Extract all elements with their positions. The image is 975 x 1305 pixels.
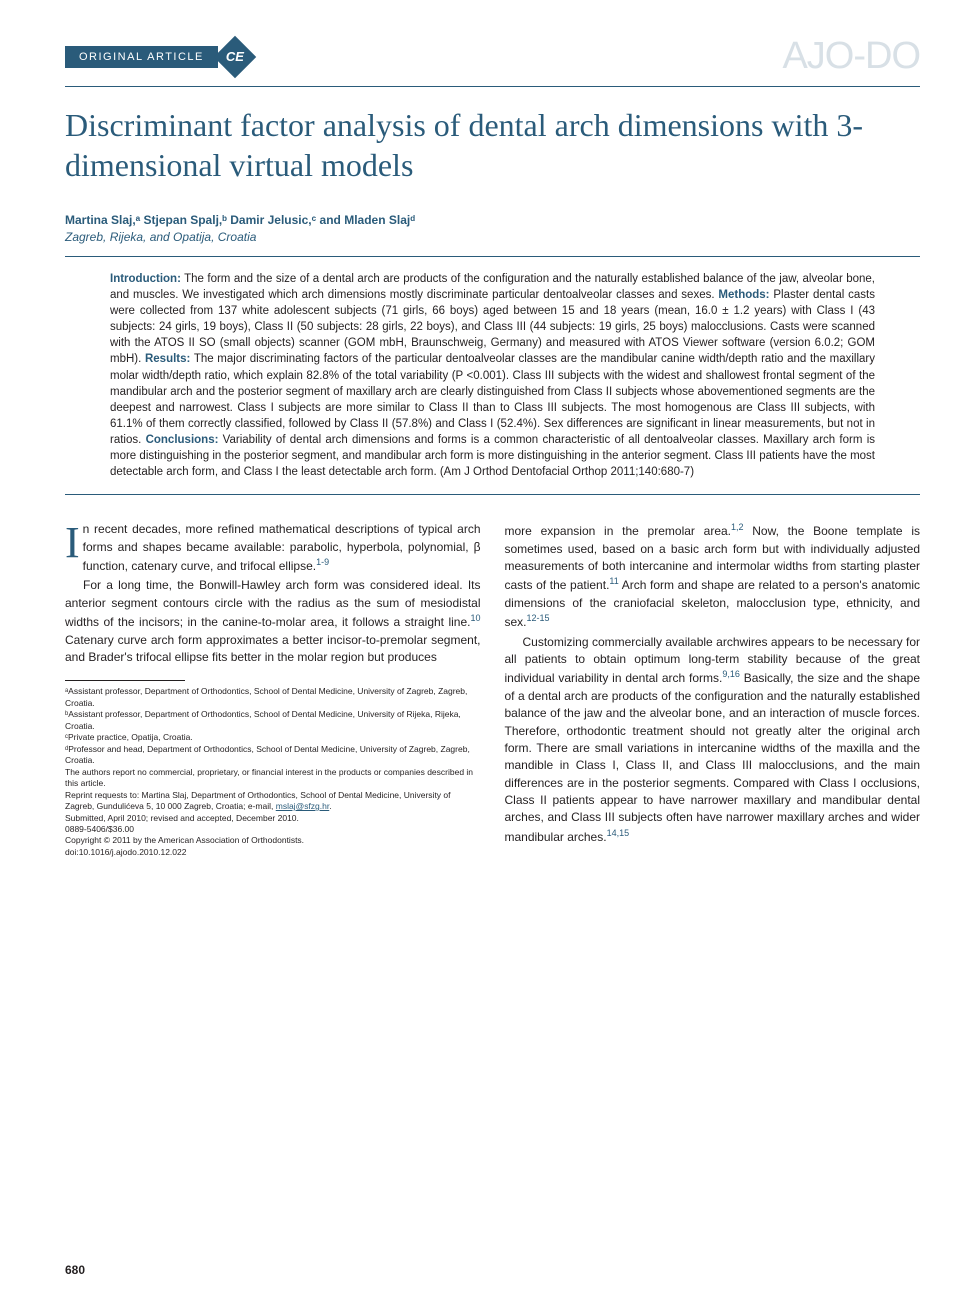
body-p1-text: n recent decades, more refined mathemati… (83, 522, 481, 573)
header-bar: ORIGINAL ARTICLE CE AJO-DO (65, 35, 920, 78)
footnote-a: ᵃAssistant professor, Department of Orth… (65, 686, 481, 709)
authors-line: Martina Slaj,ᵃ Stjepan Spalj,ᵇ Damir Jel… (65, 213, 920, 227)
article-title: Discriminant factor analysis of dental a… (65, 105, 920, 185)
abstract-rule-top (65, 256, 920, 257)
footnote-d: ᵈProfessor and head, Department of Ortho… (65, 744, 481, 767)
abstract-methods-label: Methods: (718, 289, 769, 301)
ce-badge: CE (214, 36, 256, 78)
footnote-reprint: Reprint requests to: Martina Slaj, Depar… (65, 790, 481, 813)
ce-badge-text: CE (214, 36, 256, 78)
footnote-submitted: Submitted, April 2010; revised and accep… (65, 813, 481, 824)
abstract-results-label: Results: (145, 353, 190, 365)
column-left: In recent decades, more refined mathemat… (65, 521, 481, 858)
body-p3-text: more expansion in the premolar area. (505, 524, 732, 538)
footnote-c: ᶜPrivate practice, Opatija, Croatia. (65, 732, 481, 743)
abstract-intro-label: Introduction: (110, 273, 181, 285)
footnote-b: ᵇAssistant professor, Department of Orth… (65, 709, 481, 732)
ref-11[interactable]: 11 (609, 576, 618, 586)
footnote-doi: doi:10.1016/j.ajodo.2010.12.022 (65, 847, 481, 858)
abstract-rule-bottom (65, 494, 920, 495)
footnotes-rule (65, 680, 185, 681)
footnote-reprint-end: . (329, 801, 331, 811)
ref-9-16[interactable]: 9,16 (722, 669, 740, 679)
page-number: 680 (65, 1263, 85, 1277)
footnote-email-link[interactable]: mslaj@sfzg.hr (276, 801, 330, 811)
column-right: more expansion in the premolar area.1,2 … (505, 521, 921, 858)
footnotes-block: ᵃAssistant professor, Department of Orth… (65, 686, 481, 858)
abstract-concl-text: Variability of dental arch dimensions an… (110, 434, 875, 478)
footnote-reprint-text: Reprint requests to: Martina Slaj, Depar… (65, 790, 451, 811)
body-p4-cont: Basically, the size and the shape of a d… (505, 671, 921, 844)
footnote-disclosure: The authors report no commercial, propri… (65, 767, 481, 790)
body-columns: In recent decades, more refined mathemat… (65, 521, 920, 858)
dropcap-letter: I (65, 521, 83, 562)
ref-12-15[interactable]: 12-15 (527, 613, 550, 623)
affiliations-location: Zagreb, Rijeka, and Opatija, Croatia (65, 230, 920, 244)
abstract-concl-label: Conclusions: (146, 434, 219, 446)
body-p2-cont: Catenary curve arch form approximates a … (65, 633, 481, 664)
body-para-3: more expansion in the premolar area.1,2 … (505, 521, 921, 631)
ref-14-15[interactable]: 14,15 (607, 828, 630, 838)
header-rule (65, 86, 920, 87)
body-p2-text: For a long time, the Bonwill-Hawley arch… (65, 578, 481, 629)
ref-1-2[interactable]: 1,2 (731, 522, 744, 532)
journal-logo: AJO-DO (782, 35, 920, 78)
footnote-issn: 0889-5406/$36.00 (65, 824, 481, 835)
footnote-copyright: Copyright © 2011 by the American Associa… (65, 835, 481, 846)
body-para-4: Customizing commercially available archw… (505, 634, 921, 847)
ref-10[interactable]: 10 (470, 613, 480, 623)
ref-1-9[interactable]: 1-9 (316, 557, 329, 567)
abstract-block: Introduction: The form and the size of a… (65, 271, 920, 480)
body-para-1: In recent decades, more refined mathemat… (65, 521, 481, 575)
body-para-2: For a long time, the Bonwill-Hawley arch… (65, 577, 481, 666)
abstract-results-text: The major discriminating factors of the … (110, 353, 875, 445)
article-type-badge: ORIGINAL ARTICLE (65, 46, 218, 68)
